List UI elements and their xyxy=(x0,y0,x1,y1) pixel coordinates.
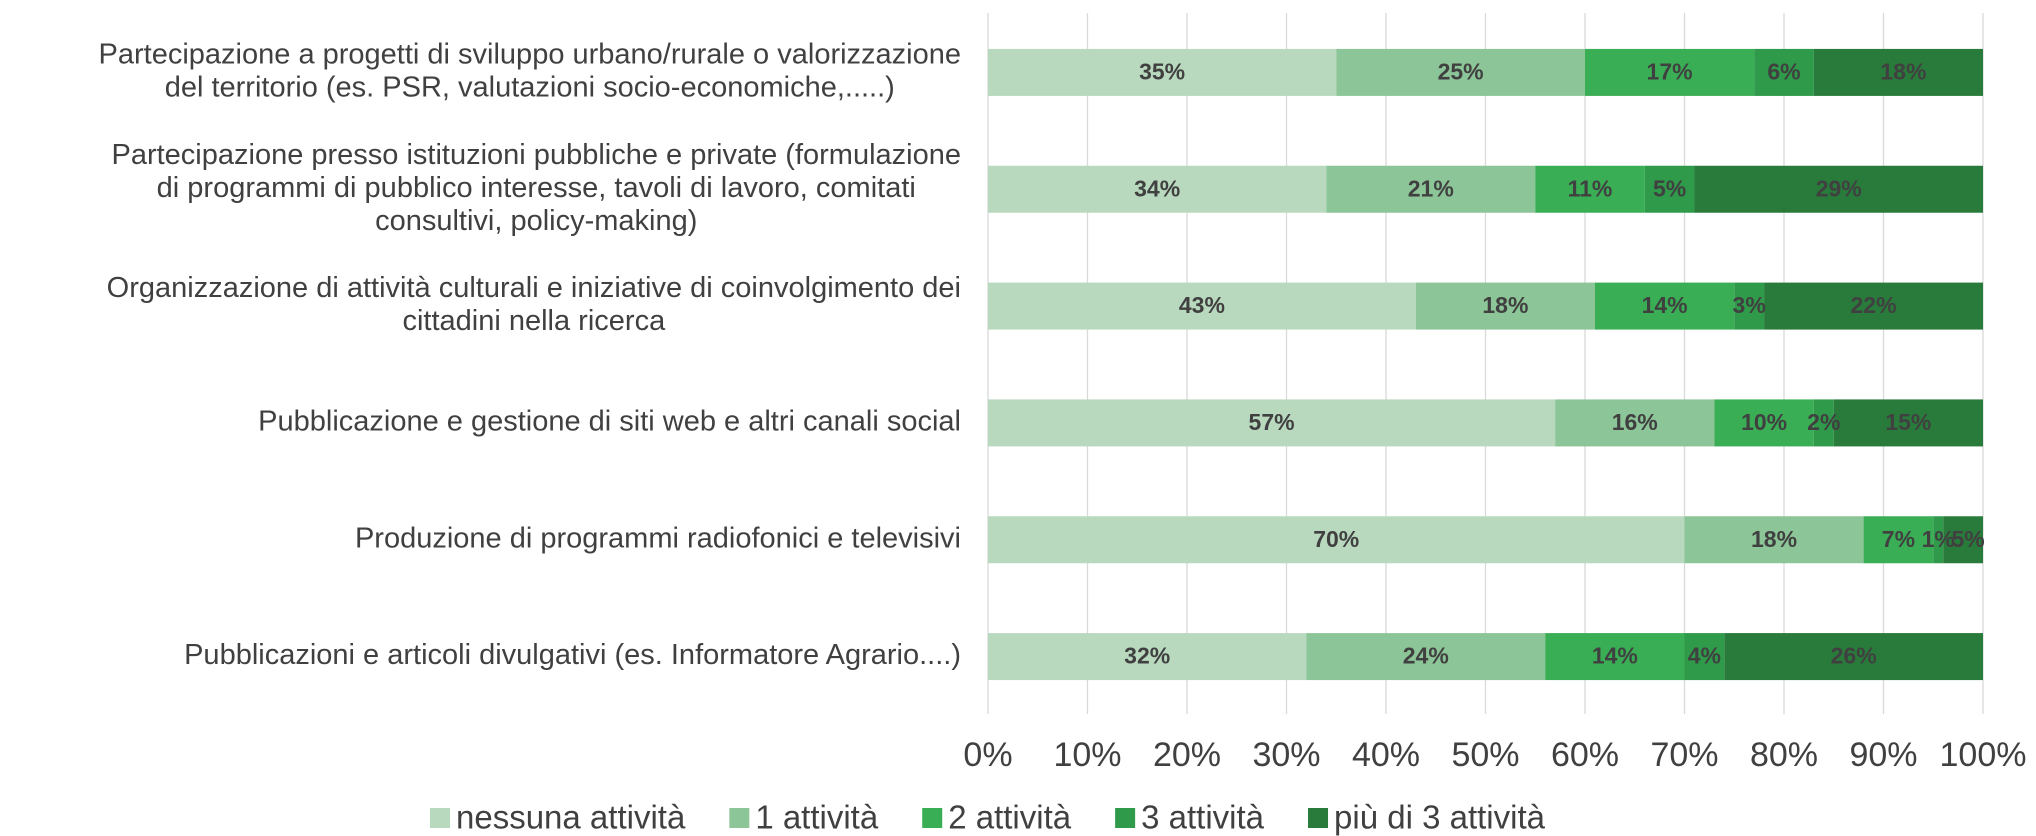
value-label: 16% xyxy=(1612,409,1658,435)
bar-segment xyxy=(1764,282,1983,330)
legend-swatch xyxy=(1308,808,1329,828)
category-label: Organizzazione di attività culturali e i… xyxy=(107,272,961,304)
x-tick-label: 10% xyxy=(1053,736,1121,774)
value-label: 5% xyxy=(1951,526,1984,552)
x-tick-label: 70% xyxy=(1650,736,1718,774)
bar-segment xyxy=(1535,165,1645,213)
value-label: 18% xyxy=(1482,292,1528,318)
x-tick-label: 30% xyxy=(1252,736,1320,774)
bar-segment xyxy=(988,633,1307,681)
bar-segment xyxy=(1734,282,1765,330)
value-label: 25% xyxy=(1438,58,1484,84)
value-label: 7% xyxy=(1882,526,1915,552)
value-label: 22% xyxy=(1851,292,1897,318)
category-label: cittadini nella ricerca xyxy=(402,305,666,337)
bar-segment xyxy=(988,165,1327,213)
category-label: Pubblicazioni e articoli divulgativi (es… xyxy=(184,639,961,671)
value-label: 29% xyxy=(1816,175,1862,201)
x-tick-label: 80% xyxy=(1750,736,1818,774)
x-tick-label: 40% xyxy=(1352,736,1420,774)
x-tick-label: 0% xyxy=(963,736,1012,774)
bar-segment xyxy=(1594,282,1735,330)
value-label: 26% xyxy=(1831,643,1877,669)
value-label: 5% xyxy=(1653,175,1686,201)
value-label: 4% xyxy=(1688,643,1721,669)
value-label: 18% xyxy=(1880,58,1926,84)
bar-segment xyxy=(1336,48,1585,96)
bar-segment xyxy=(1585,48,1755,96)
bar-segment xyxy=(988,516,1685,564)
bar-segment xyxy=(1813,48,1983,96)
bar-segment xyxy=(1684,516,1864,564)
value-label: 15% xyxy=(1885,409,1931,435)
value-label: 18% xyxy=(1751,526,1797,552)
bar-segment xyxy=(1684,633,1725,681)
bar-segment xyxy=(988,48,1337,96)
value-label: 10% xyxy=(1741,409,1787,435)
value-label: 57% xyxy=(1249,409,1295,435)
value-label: 17% xyxy=(1647,58,1693,84)
value-label: 2% xyxy=(1807,409,1840,435)
bars xyxy=(988,48,1983,681)
value-label: 24% xyxy=(1403,643,1449,669)
legend-label: 2 attività xyxy=(948,799,1072,836)
value-label: 35% xyxy=(1139,58,1185,84)
value-label: 14% xyxy=(1642,292,1688,318)
category-label: consultivi, policy-making) xyxy=(375,205,697,237)
category-label: di programmi di pubblico interesse, tavo… xyxy=(157,172,916,204)
bar-segment xyxy=(1833,399,1983,447)
bar-segment xyxy=(1694,165,1983,213)
value-label: 1% xyxy=(1922,526,1955,552)
legend-swatch xyxy=(922,808,943,828)
bar-segment xyxy=(1863,516,1934,564)
x-tick-label: 50% xyxy=(1451,736,1519,774)
category-label: Pubblicazione e gestione di siti web e a… xyxy=(258,406,961,438)
value-label: 43% xyxy=(1179,292,1225,318)
bar-segment xyxy=(1943,516,1983,564)
value-label: 11% xyxy=(1568,175,1613,201)
value-label: 3% xyxy=(1733,292,1766,318)
x-tick-label: 90% xyxy=(1849,736,1917,774)
category-label: Partecipazione a progetti di sviluppo ur… xyxy=(99,39,961,71)
bar-segment xyxy=(1724,633,1983,681)
bar-segment xyxy=(1545,633,1685,681)
bar-segment xyxy=(1306,633,1546,681)
value-label: 21% xyxy=(1408,175,1454,201)
legend-label: nessuna attività xyxy=(456,799,686,836)
value-label: 70% xyxy=(1313,526,1359,552)
bar-segment xyxy=(1714,399,1814,447)
legend-label: 1 attività xyxy=(755,799,879,836)
value-label: 32% xyxy=(1124,643,1170,669)
value-label: 34% xyxy=(1134,175,1180,201)
value-label: 6% xyxy=(1767,58,1800,84)
x-tick-label: 20% xyxy=(1153,736,1221,774)
bar-segment xyxy=(1754,48,1814,96)
legend-swatch xyxy=(1115,808,1136,828)
x-tick-label: 60% xyxy=(1551,736,1619,774)
bar-segment xyxy=(1415,282,1595,330)
bar-segment xyxy=(1644,165,1695,213)
bar-segment xyxy=(1555,399,1715,447)
value-label: 14% xyxy=(1592,643,1638,669)
x-tick-label: 100% xyxy=(1940,736,2027,774)
bar-segment xyxy=(1326,165,1536,213)
legend-label: più di 3 attività xyxy=(1334,799,1546,836)
legend-swatch xyxy=(430,808,450,828)
legend-swatch xyxy=(729,808,750,828)
bar-segment xyxy=(988,282,1416,330)
bar-segment xyxy=(988,399,1556,447)
bar-segment xyxy=(1933,516,1944,564)
category-label: Partecipazione presso istituzioni pubbli… xyxy=(111,139,961,171)
bar-segment xyxy=(1813,399,1834,447)
category-label: del territorio (es. PSR, valutazioni soc… xyxy=(165,72,895,104)
legend-label: 3 attività xyxy=(1141,799,1265,836)
category-label: Produzione di programmi radiofonici e te… xyxy=(355,522,961,554)
